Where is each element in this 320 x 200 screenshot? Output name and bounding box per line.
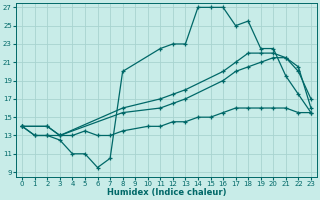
X-axis label: Humidex (Indice chaleur): Humidex (Indice chaleur)	[107, 188, 226, 197]
